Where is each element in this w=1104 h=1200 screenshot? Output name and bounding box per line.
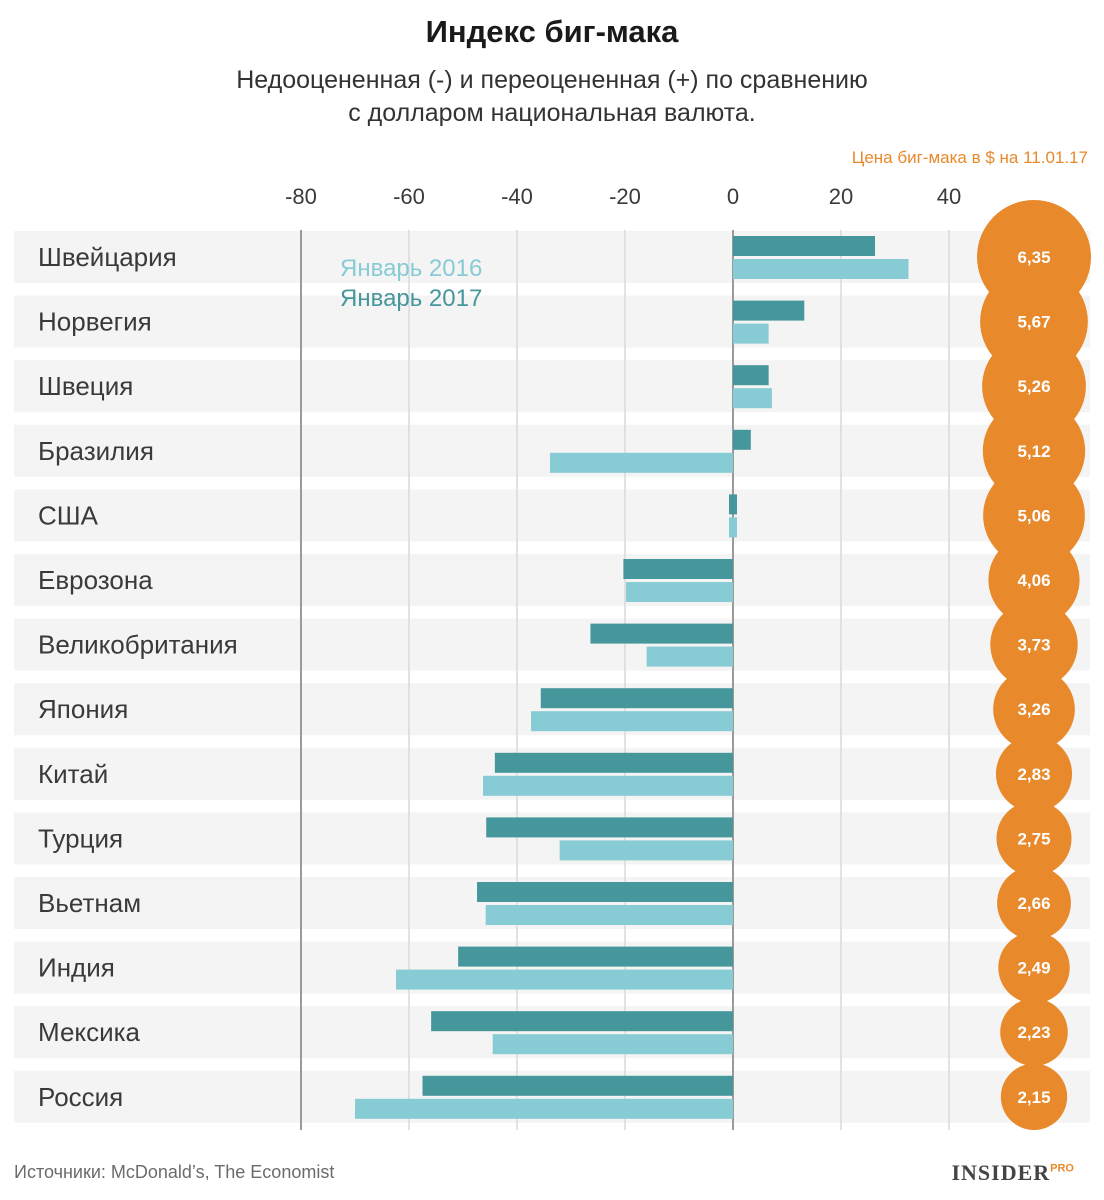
price-label: 3,73 [1017, 636, 1050, 655]
bar-jan2017 [733, 300, 805, 321]
price-label: 2,49 [1017, 959, 1050, 978]
country-label: Китай [38, 759, 108, 789]
price-circle [1000, 998, 1068, 1066]
country-label: Индия [38, 953, 115, 983]
source-note: Источники: McDonald’s, The Economist [14, 1162, 335, 1182]
bar-jan2016 [733, 259, 909, 279]
bar-jan2016 [485, 905, 733, 925]
country-label: Бразилия [38, 436, 154, 466]
country-label: США [38, 500, 99, 530]
price-circle [997, 866, 1071, 940]
price-label: 2,75 [1017, 829, 1050, 848]
price-circle [983, 464, 1085, 567]
x-tick-label: 0 [727, 184, 739, 209]
bar-jan2017 [422, 1075, 733, 1096]
price-label: 5,12 [1017, 442, 1050, 461]
bar-jan2017 [494, 752, 733, 773]
price-label: 5,67 [1017, 313, 1050, 332]
subtitle-line-1: Недооцененная (-) и переоцененная (+) по… [236, 66, 868, 94]
bar-jan2016 [492, 1034, 733, 1055]
row-band [14, 554, 1090, 606]
country-label: Швеция [38, 371, 133, 401]
row-band [14, 489, 1090, 542]
price-label: 5,26 [1017, 377, 1050, 396]
bar-jan2016 [646, 646, 733, 667]
bar-jan2017 [590, 623, 733, 644]
price-label: 2,15 [1017, 1088, 1050, 1107]
bar-jan2017 [540, 688, 733, 709]
country-label: Норвегия [38, 307, 152, 337]
insider-pro-logo: INSIDERPRO [951, 1160, 1074, 1185]
bar-jan2016 [626, 582, 733, 602]
price-circle [998, 931, 1070, 1004]
x-tick-label: 40 [937, 184, 961, 209]
row-band [14, 360, 1090, 413]
x-tick-label: -80 [285, 184, 317, 209]
bar-jan2017 [458, 946, 733, 967]
price-circle [993, 668, 1075, 751]
bar-jan2016 [396, 969, 733, 990]
x-tick-label: 20 [829, 184, 853, 209]
country-label: Мексика [38, 1017, 141, 1047]
bar-jan2017 [729, 494, 737, 515]
bar-jan2016 [482, 775, 733, 796]
bar-jan2017 [733, 365, 769, 386]
bar-jan2016 [531, 711, 733, 732]
bar-jan2017 [431, 1011, 733, 1032]
price-label: 2,83 [1017, 765, 1050, 784]
price-circle [988, 534, 1080, 626]
x-tick-label: -60 [393, 184, 425, 209]
country-label: Турция [38, 823, 123, 853]
country-label: Швейцария [38, 242, 177, 272]
x-tick-label: -40 [501, 184, 533, 209]
bar-jan2017 [623, 559, 733, 579]
price-column-header: Цена биг-мака в $ на 11.01.17 [851, 148, 1088, 167]
bar-jan2016 [355, 1098, 733, 1119]
bar-jan2017 [477, 882, 733, 902]
bar-jan2016 [549, 452, 733, 473]
price-label: 6,35 [1017, 248, 1050, 267]
row-band [14, 231, 1090, 283]
price-circle [1000, 1063, 1068, 1130]
legend-jan-2016: Январь 2016 [340, 255, 482, 282]
row-band [14, 295, 1090, 348]
country-label: Россия [38, 1082, 123, 1112]
bar-jan2016 [733, 388, 772, 409]
price-label: 2,23 [1017, 1023, 1050, 1042]
bar-jan2017 [486, 817, 733, 838]
subtitle-line-2: с долларом национальная валюта. [348, 99, 756, 127]
price-label: 3,26 [1017, 700, 1050, 719]
bar-jan2017 [733, 429, 751, 450]
country-label: Еврозона [38, 565, 153, 595]
x-tick-label: -20 [609, 184, 641, 209]
chart-title: Индекс биг-мака [425, 14, 679, 49]
price-label: 4,06 [1017, 571, 1050, 590]
price-circle [995, 735, 1073, 812]
chart-subtitle: Недооцененная (-) и переоцененная (+) по… [0, 64, 1104, 130]
country-label: Великобритания [38, 630, 238, 660]
bar-jan2017 [733, 236, 876, 256]
big-mac-index-chart: -80 -60 -40 -20 0 20 40 Швейцария Норвегия Швеция… [14, 184, 1091, 1130]
row-band [14, 618, 1090, 671]
price-label: 2,66 [1017, 894, 1050, 913]
country-label: Япония [38, 694, 128, 724]
bar-jan2016 [559, 840, 733, 861]
country-label: Вьетнам [38, 888, 141, 918]
bar-jan2016 [733, 323, 769, 344]
price-label: 5,06 [1017, 506, 1050, 525]
bar-jan2016 [729, 517, 737, 538]
legend-jan-2017: Январь 2017 [340, 285, 482, 312]
price-circle [996, 800, 1072, 876]
price-circle [990, 600, 1078, 689]
